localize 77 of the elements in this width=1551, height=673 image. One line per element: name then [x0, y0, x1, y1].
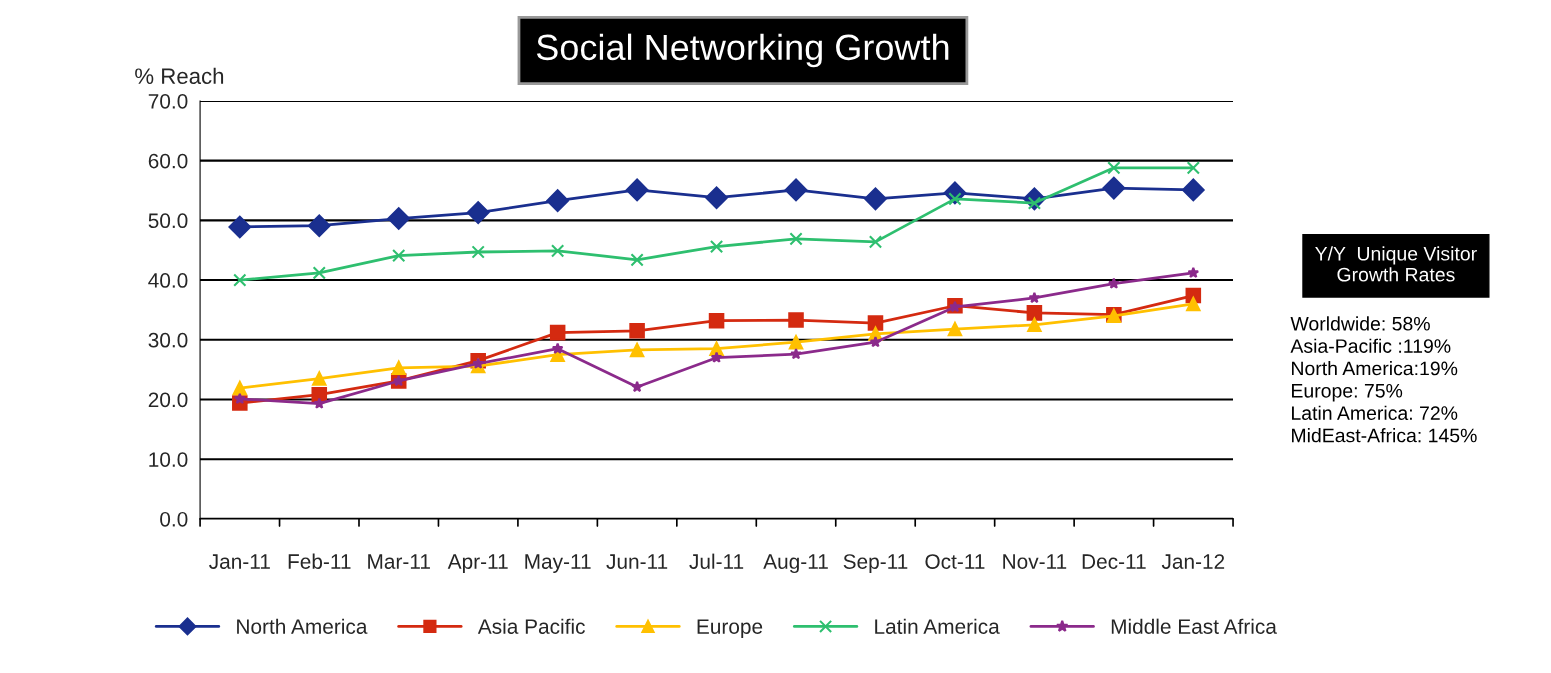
x-tick-label: Oct-11 [925, 554, 985, 569]
x-tick-label: Aug-11 [763, 554, 828, 574]
y-tick-label: 30.0 [148, 332, 188, 348]
point [1028, 291, 1041, 304]
x-tick-label: May-11 [525, 554, 591, 574]
y-tick-label: 60.0 [148, 153, 188, 169]
x-tick-label: Sep-11 [843, 554, 908, 574]
point [233, 273, 247, 287]
point [1107, 161, 1121, 175]
point [1186, 296, 1201, 312]
y-tick-label: 50.0 [148, 213, 188, 229]
point [625, 178, 649, 202]
point [867, 315, 884, 331]
point [311, 386, 328, 403]
point [1181, 178, 1205, 202]
legend-label: Middle East Africa [1111, 618, 1277, 634]
text: Y/Y Unique Visitor Growth Rates [1315, 246, 1477, 282]
point [391, 360, 406, 376]
point [387, 207, 411, 230]
y-tick-label: 20.0 [148, 392, 188, 408]
point [629, 323, 645, 339]
x-tick-label: Jul-11 [689, 553, 744, 569]
point [868, 235, 883, 249]
x-tick-label: Jun-11 [606, 554, 668, 569]
point [550, 244, 565, 258]
point [312, 266, 326, 280]
point [784, 178, 808, 202]
text: Worldwide: 58% Asia-Pacific :119% North America:19% Europe: 75% Latin America: 72% MidEast-Africa: 145% [1290, 316, 1477, 443]
point [1027, 317, 1042, 333]
point [1026, 305, 1043, 321]
point [629, 342, 645, 358]
legend-label: North America [237, 618, 368, 634]
point [307, 214, 331, 238]
x-tick-label: Mar-11 [368, 554, 430, 569]
point [1102, 176, 1126, 200]
x-tick-label: Jan-11 [209, 554, 270, 569]
x-tick-label: Feb-11 [288, 553, 351, 569]
point [1108, 277, 1120, 289]
point [789, 232, 803, 246]
point [788, 334, 804, 350]
x-tick-label: Apr-11 [447, 554, 508, 574]
point [228, 215, 252, 239]
point [869, 336, 882, 348]
point [471, 245, 485, 259]
point [466, 201, 490, 224]
x-tick-label: Dec-11 [1082, 554, 1146, 569]
point [709, 239, 724, 254]
point [788, 312, 804, 328]
point [551, 342, 564, 354]
point [790, 347, 802, 360]
point [705, 186, 728, 210]
legend-label: Asia Pacific [477, 618, 585, 634]
point [708, 312, 725, 329]
point [233, 392, 246, 405]
x-tick-label: Jan-12 [1161, 554, 1225, 569]
legend-label: Europe [697, 619, 763, 639]
point [232, 380, 248, 396]
point [549, 324, 566, 341]
point [631, 380, 643, 393]
y-tick-label: 0.0 [160, 511, 188, 527]
point [546, 189, 569, 213]
y-tick-label: 40.0 [148, 273, 188, 288]
y-tick-label: 70.0 [148, 93, 188, 109]
legend-label: Latin America [875, 618, 1000, 634]
point [630, 253, 644, 267]
point [313, 397, 326, 409]
point [710, 351, 723, 363]
y-tick-label: 10.0 [149, 452, 188, 467]
point [392, 248, 406, 263]
y-axis-title: % Reach [135, 67, 224, 85]
point [947, 321, 963, 337]
point [1186, 161, 1200, 175]
point [1187, 266, 1200, 279]
chart-title: Social Networking Growth [536, 33, 949, 68]
x-tick-label: Nov-11 [1003, 554, 1067, 569]
point [312, 371, 327, 386]
point [864, 187, 887, 211]
